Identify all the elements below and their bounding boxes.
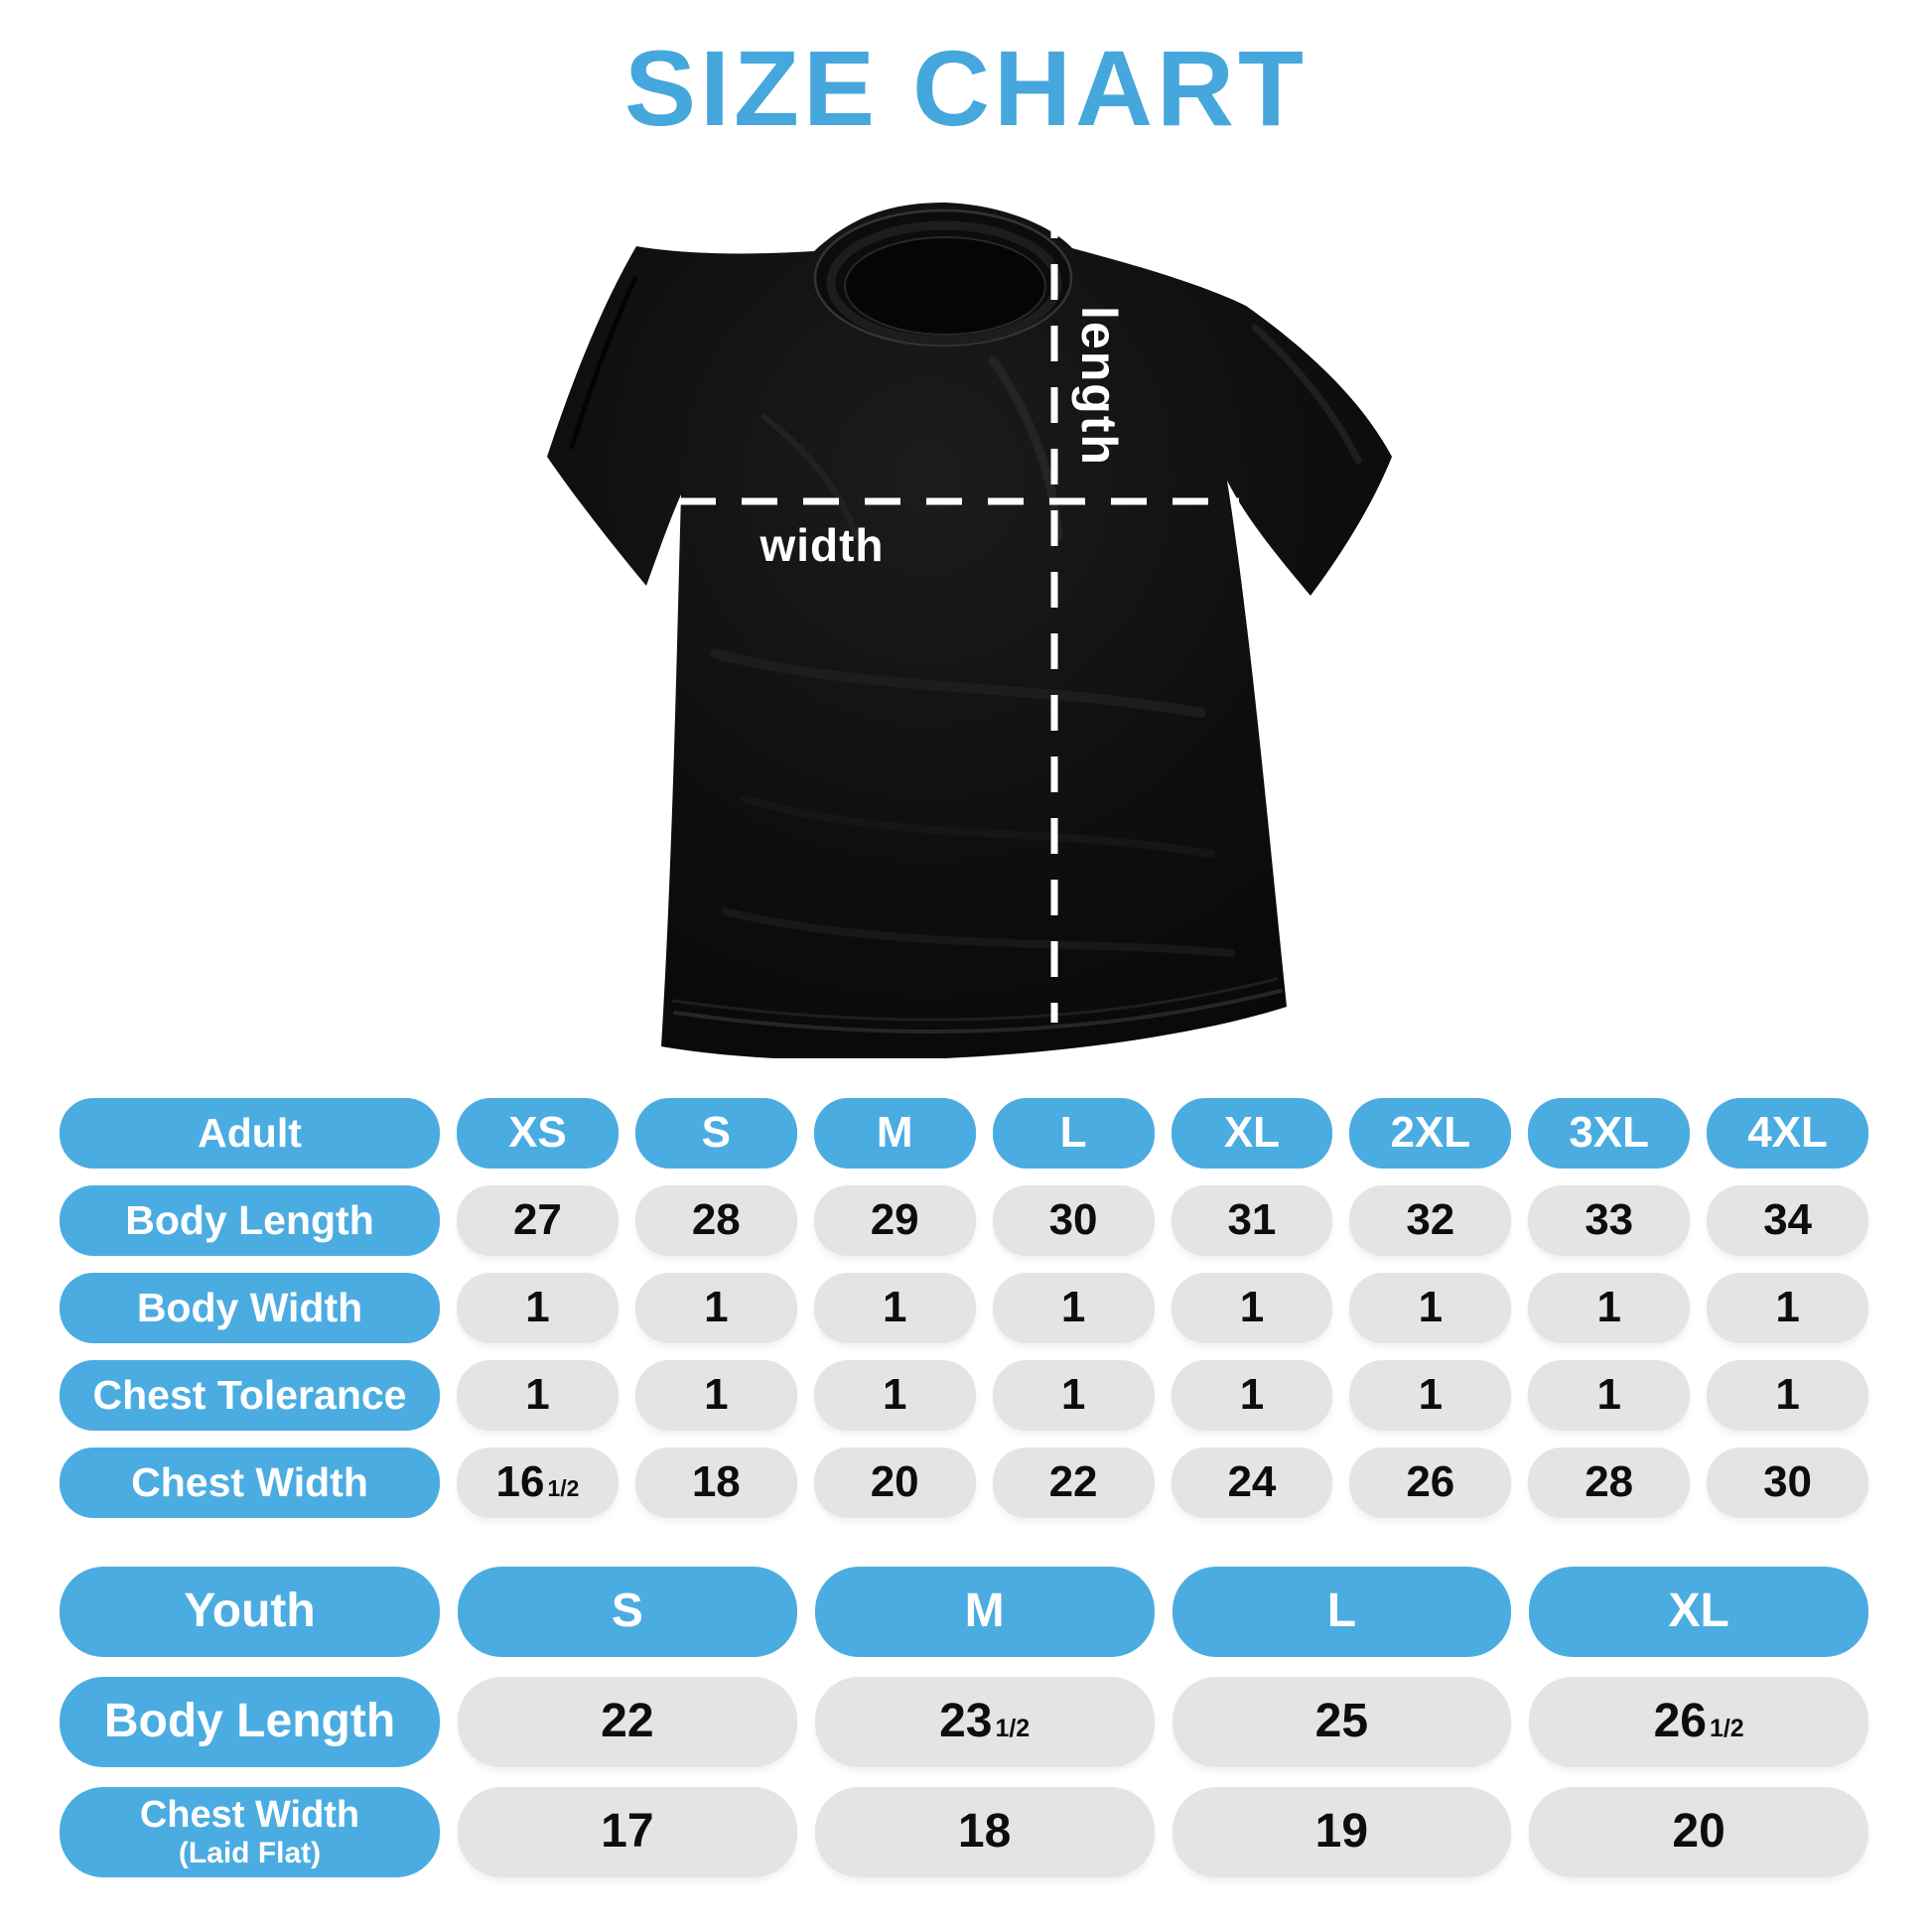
youth-value-pill: 26 1/2	[1529, 1677, 1868, 1767]
youth-value-pill: 22	[458, 1677, 797, 1767]
youth-row-label: Chest Width (Laid Flat)	[60, 1787, 440, 1877]
value-fraction: 1/2	[1709, 1715, 1744, 1743]
adult-row-label: Chest Width	[60, 1448, 440, 1518]
adult-size-header: L	[992, 1098, 1155, 1169]
adult-value-pill: 28	[1528, 1448, 1691, 1518]
youth-size-header: L	[1172, 1567, 1512, 1657]
row-label-subtext: (Laid Flat)	[178, 1836, 322, 1869]
page-title: SIZE CHART	[624, 28, 1308, 148]
length-label: length	[1071, 306, 1127, 467]
adult-value-pill: 1	[1171, 1273, 1333, 1343]
youth-value-pill: 17	[458, 1787, 797, 1877]
adult-value-pill: 1	[1707, 1273, 1868, 1343]
tshirt-measure-diagram: length width	[516, 157, 1410, 1061]
youth-size-header: S	[458, 1567, 797, 1657]
youth-value-pill: 18	[814, 1787, 1155, 1877]
adult-value-pill: 22	[992, 1448, 1155, 1518]
collar	[813, 208, 1073, 347]
row-label-text: Body Length	[103, 1695, 396, 1748]
adult-row-label: Body Length	[60, 1185, 440, 1256]
adult-value-pill: 1	[813, 1360, 976, 1431]
value-fraction: 1/2	[995, 1715, 1031, 1743]
adult-value-pill: 1	[1349, 1360, 1512, 1431]
adult-size-header: 3XL	[1528, 1098, 1691, 1169]
adult-value-pill: 33	[1528, 1185, 1691, 1256]
adult-value-pill: 1	[813, 1273, 976, 1343]
adult-value-pill: 26	[1349, 1448, 1512, 1518]
adult-size-table: Adult XS S M L XL 2XL 3XL 4XL Body Length 27 28 29 30…	[60, 1098, 1868, 1518]
row-label-text: Chest Width	[139, 1793, 360, 1836]
adult-value-pill: 27	[457, 1185, 619, 1256]
adult-value-pill: 1	[457, 1360, 619, 1431]
adult-size-header: XS	[457, 1098, 619, 1169]
adult-value-pill: 1	[1349, 1273, 1512, 1343]
adult-value-pill: 28	[634, 1185, 797, 1256]
adult-size-header: M	[813, 1098, 976, 1169]
youth-value-pill: 25	[1172, 1677, 1512, 1767]
adult-value-pill: 16 1/2	[457, 1448, 619, 1518]
row-label-text: Chest Width	[131, 1458, 368, 1505]
adult-size-header: 2XL	[1349, 1098, 1512, 1169]
adult-row-label: Body Width	[60, 1273, 440, 1343]
adult-value-pill: 1	[1171, 1360, 1333, 1431]
adult-size-header: XL	[1171, 1098, 1333, 1169]
value-main: 26	[1653, 1695, 1707, 1748]
adult-value-pill: 1	[457, 1273, 619, 1343]
adult-value-pill: 1	[992, 1360, 1155, 1431]
adult-value-pill: 30	[992, 1185, 1155, 1256]
youth-size-header: M	[814, 1567, 1155, 1657]
youth-value-pill: 23 1/2	[814, 1677, 1155, 1767]
youth-group-label: Youth	[60, 1567, 440, 1657]
adult-size-header: S	[634, 1098, 797, 1169]
adult-value-pill: 1	[1528, 1360, 1691, 1431]
value-main: 23	[939, 1695, 993, 1748]
youth-value-pill: 20	[1529, 1787, 1868, 1877]
adult-value-pill: 32	[1349, 1185, 1512, 1256]
adult-row-label: Chest Tolerance	[60, 1360, 440, 1431]
adult-value-pill: 31	[1171, 1185, 1333, 1256]
row-label-text: Body Width	[136, 1284, 363, 1330]
adult-group-label: Adult	[60, 1098, 440, 1169]
youth-value-pill: 19	[1172, 1787, 1512, 1877]
youth-size-table: Youth S M L XL Body Length 22 23 1/2 25 26 1/2 Chest…	[60, 1567, 1868, 1877]
adult-value-pill: 1	[992, 1273, 1155, 1343]
row-label-text: Body Length	[125, 1196, 374, 1243]
adult-value-pill: 24	[1171, 1448, 1333, 1518]
tshirt-graphic: length width	[547, 203, 1392, 1061]
value-main: 16	[495, 1457, 545, 1507]
row-label-text: Chest Tolerance	[92, 1371, 407, 1418]
adult-value-pill: 29	[813, 1185, 976, 1256]
width-label: width	[759, 519, 884, 571]
adult-size-header: 4XL	[1707, 1098, 1868, 1169]
adult-value-pill: 20	[813, 1448, 976, 1518]
adult-value-pill: 1	[634, 1360, 797, 1431]
youth-size-header: XL	[1529, 1567, 1868, 1657]
adult-value-pill: 1	[634, 1273, 797, 1343]
adult-value-pill: 18	[634, 1448, 797, 1518]
adult-value-pill: 1	[1707, 1360, 1868, 1431]
adult-value-pill: 30	[1707, 1448, 1868, 1518]
adult-value-pill: 34	[1707, 1185, 1868, 1256]
value-fraction: 1/2	[547, 1475, 580, 1502]
youth-row-label: Body Length	[60, 1677, 440, 1767]
adult-value-pill: 1	[1528, 1273, 1691, 1343]
